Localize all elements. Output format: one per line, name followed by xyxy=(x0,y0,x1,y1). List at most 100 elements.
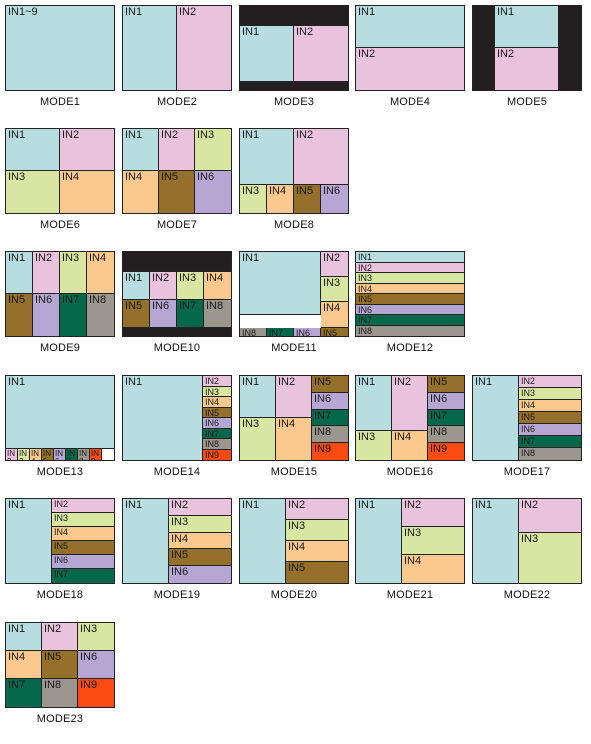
mode-6-layout: IN1 IN2 IN3 IN4 xyxy=(5,128,115,214)
window-label: IN3 xyxy=(54,513,69,523)
window-in3: IN3 xyxy=(203,387,231,397)
window-label: IN7 xyxy=(8,679,26,691)
window-label: IN3 xyxy=(521,533,539,545)
window-label: IN9 xyxy=(80,679,98,691)
window-label: IN8 xyxy=(205,439,220,449)
window-in4: IN4 xyxy=(286,541,348,562)
window-label: IN2 xyxy=(296,129,314,141)
window-in6: IN6 xyxy=(78,651,114,679)
window-in9: IN9 xyxy=(428,443,464,460)
mode-caption: MODE9 xyxy=(39,342,81,354)
window-label: IN1 xyxy=(497,6,515,18)
mode-caption: MODE11 xyxy=(271,342,317,354)
mode-caption: MODE12 xyxy=(386,342,434,354)
window-label: IN1 xyxy=(358,252,373,262)
mode-2-layout: IN1 IN2 xyxy=(122,5,232,91)
window-in6: IN 6 xyxy=(54,449,66,460)
window-label: IN1 xyxy=(125,272,143,284)
window-label: IN1 xyxy=(125,6,143,18)
window-in4: IN4 xyxy=(169,533,231,549)
window-label: IN7 xyxy=(314,410,332,422)
window-label: IN5 xyxy=(54,541,69,551)
window-in4: IN4 xyxy=(402,555,464,583)
window-label: IN3 xyxy=(404,527,422,539)
window-in5: IN5 xyxy=(159,171,195,213)
window-in3: IN3 xyxy=(356,273,464,284)
window-in5: IN5 xyxy=(52,541,114,555)
mode-17-panel: IN1 IN2 IN3 IN4 IN5 IN6 IN7 IN8 MODE17 xyxy=(472,375,582,478)
window-in1: IN1 xyxy=(240,26,294,82)
window-in3: IN3 xyxy=(356,431,392,460)
window-label: IN1 xyxy=(242,376,260,388)
window-in1: IN1 xyxy=(240,252,321,315)
window-in2: IN2 xyxy=(42,623,78,651)
window-label: IN2 xyxy=(35,252,53,264)
window-in4: IN4 xyxy=(6,651,42,679)
window-label: IN2 xyxy=(171,499,189,511)
window-in5: IN 5 xyxy=(42,449,54,460)
mode-13-layout: IN1 IN 2 IN 3 IN 4 IN 5 IN 6 IN 7 IN 8 IN 9 xyxy=(5,375,115,461)
window-in9: IN9 xyxy=(312,443,348,460)
window-in7: IN7 xyxy=(6,679,42,707)
window-label: IN9 xyxy=(430,443,448,455)
window-in6: IN6 xyxy=(519,424,581,436)
window-label: IN4 xyxy=(62,171,80,183)
window-in1: IN1 xyxy=(123,6,177,90)
window-in1: IN1 xyxy=(473,499,519,583)
window-label: IN 3 xyxy=(19,449,27,461)
window-in8: IN8 xyxy=(203,439,231,450)
window-label: IN2 xyxy=(358,263,373,273)
window-in1: IN1 xyxy=(6,376,114,449)
mode-caption: MODE8 xyxy=(273,219,315,231)
window-label: IN4 xyxy=(323,302,341,314)
mode-12-layout: IN1 IN2 IN3 IN4 IN5 IN6 IN7 IN8 xyxy=(355,251,465,337)
mode-3-layout: IN1 IN2 xyxy=(239,5,349,91)
window-in3: IN3 xyxy=(6,171,60,213)
window-in3: IN 3 xyxy=(18,449,30,460)
window-label: IN6 xyxy=(296,328,311,337)
window-in5: IN5 xyxy=(203,408,231,418)
mode-18-layout: IN1 IN2 IN3 IN4 IN5 IN6 IN7 xyxy=(5,498,115,584)
window-in2: IN2 xyxy=(60,129,114,171)
window-label: IN3 xyxy=(197,129,215,141)
window-in4: IN4 xyxy=(392,431,428,460)
window-in4: IN4 xyxy=(321,302,348,328)
window-label: IN 6 xyxy=(55,449,63,461)
window-in2: IN2 xyxy=(519,499,581,533)
window-in8: IN8 xyxy=(87,294,114,336)
window-in4: IN4 xyxy=(203,397,231,408)
mode-caption: MODE15 xyxy=(270,466,318,478)
black-bar xyxy=(123,252,231,272)
window-label: IN4 xyxy=(8,651,26,663)
window-label: IN3 xyxy=(242,418,260,430)
window-in4: IN4 xyxy=(52,527,114,541)
window-in1: IN1 xyxy=(240,499,286,583)
window-label: IN4 xyxy=(205,397,220,407)
window-in4: IN4 xyxy=(356,284,464,294)
window-label: IN7 xyxy=(521,436,536,446)
window-in4: IN4 xyxy=(87,252,114,294)
window-in6: IN6 xyxy=(312,393,348,410)
window-label: IN6 xyxy=(197,171,215,183)
window-label: IN 9 xyxy=(91,449,99,461)
window-in19: IN1~9 xyxy=(6,6,114,90)
window-in2: IN2 xyxy=(402,499,464,527)
window-label: IN 5 xyxy=(43,449,51,461)
window-label: IN6 xyxy=(358,305,373,315)
mode-caption: MODE23 xyxy=(36,713,84,725)
window-label: IN3 xyxy=(288,520,306,532)
mode-16-layout: IN1 IN2 IN3 IN4 IN5 IN6 IN7 IN8 IN9 xyxy=(355,375,465,461)
window-label: IN1 xyxy=(125,376,143,388)
window-in4: IN4 xyxy=(60,171,114,213)
mode-3-panel: IN1 IN2 MODE3 xyxy=(239,5,349,108)
window-label: IN1 xyxy=(358,499,376,511)
window-label: IN4 xyxy=(278,418,296,430)
window-in2: IN2 xyxy=(321,252,348,277)
window-in8: IN8 xyxy=(356,326,464,336)
window-in6: IN6 xyxy=(356,305,464,315)
window-in1: IN1 xyxy=(6,499,52,583)
window-label: IN6 xyxy=(152,300,170,312)
mode-5-panel: IN1 IN2 MODE5 xyxy=(472,5,582,108)
window-in1: IN1 xyxy=(6,129,60,171)
window-in1: IN1 xyxy=(240,376,276,418)
